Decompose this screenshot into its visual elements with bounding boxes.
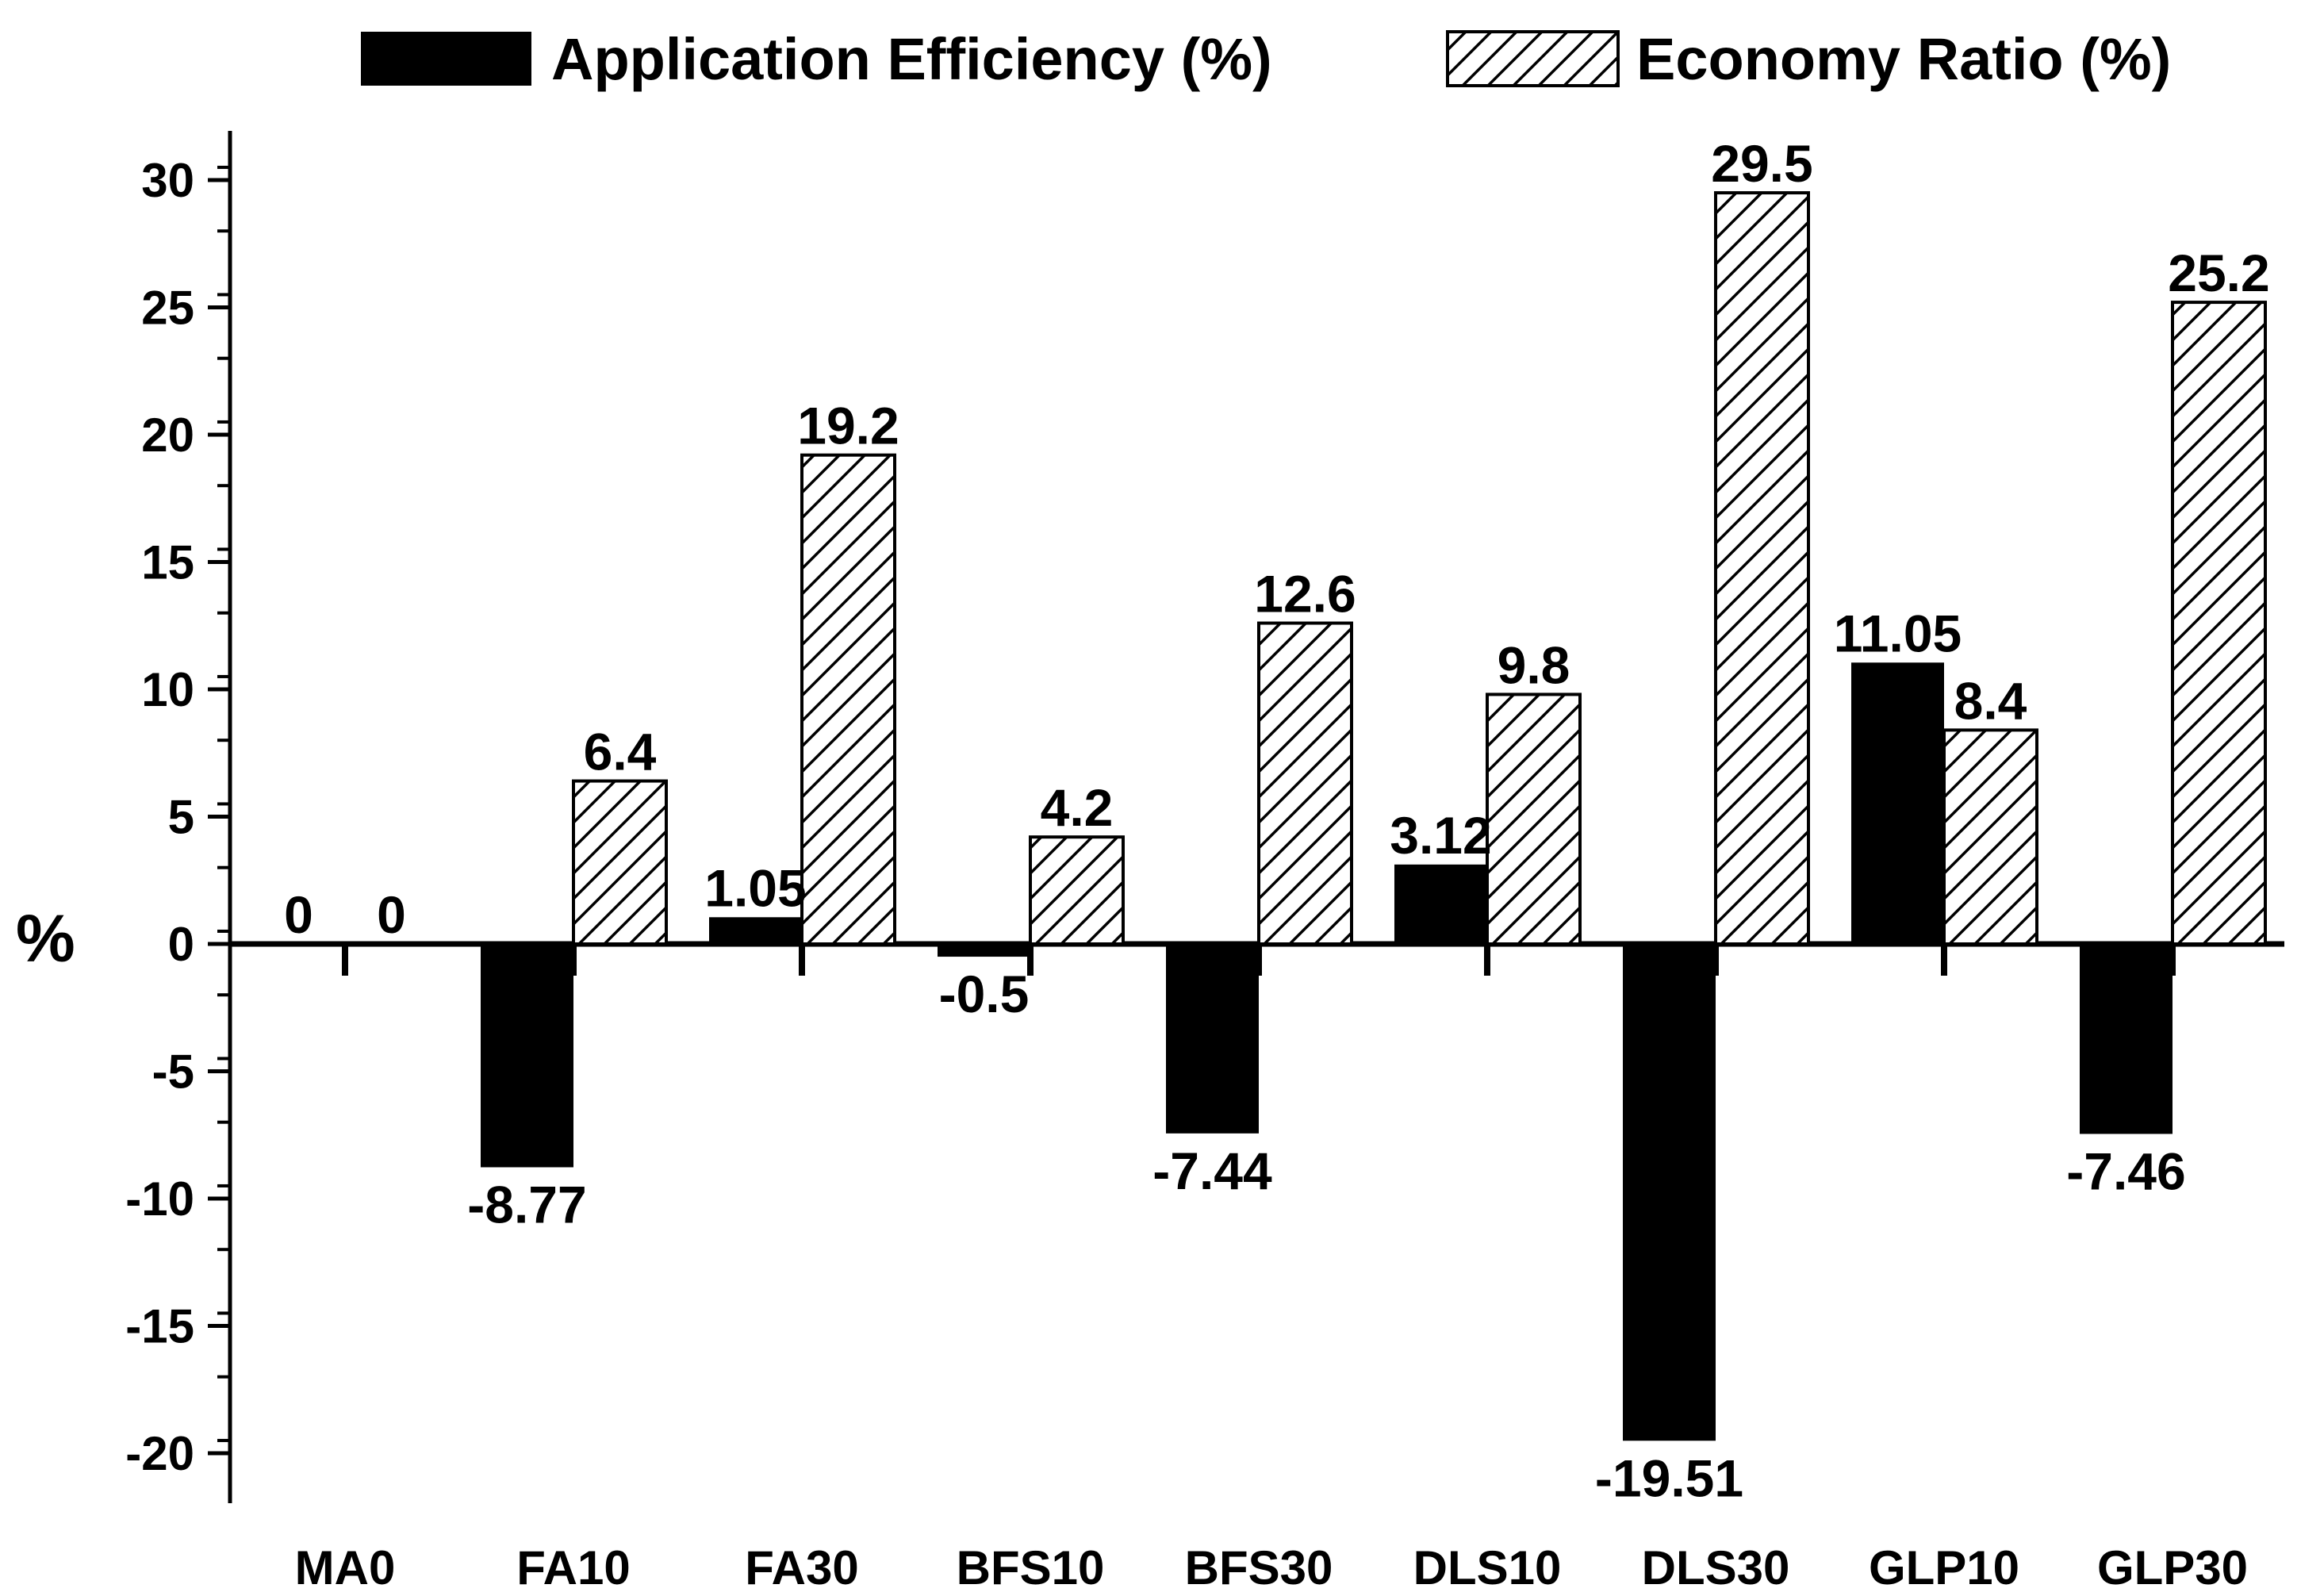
data-label-economy-ratio: 0 bbox=[377, 885, 406, 944]
y-tick-label: -20 bbox=[125, 1427, 194, 1480]
x-category-label: FA30 bbox=[745, 1541, 858, 1594]
data-label-application-efficiency: 0 bbox=[284, 885, 313, 944]
y-tick-label: 20 bbox=[141, 409, 194, 462]
bar-application-efficiency bbox=[1394, 864, 1487, 944]
bar-application-efficiency bbox=[1623, 944, 1716, 1441]
y-tick-label: 0 bbox=[168, 918, 194, 971]
y-tick-label: 15 bbox=[141, 536, 194, 589]
y-tick-label: 30 bbox=[141, 154, 194, 207]
bar-application-efficiency bbox=[481, 944, 573, 1168]
y-tick-label: 25 bbox=[141, 282, 194, 335]
bar-economy-ratio bbox=[800, 453, 896, 946]
x-category-label: BFS30 bbox=[1185, 1541, 1333, 1594]
y-axis-title: % bbox=[16, 901, 75, 976]
data-label-economy-ratio: 6.4 bbox=[584, 723, 657, 781]
bar-economy-ratio bbox=[1257, 621, 1353, 946]
legend-label-application-efficiency: Application Efficiency (%) bbox=[551, 26, 1272, 92]
data-label-economy-ratio: 4.2 bbox=[1041, 778, 1114, 837]
x-category-label: FA10 bbox=[516, 1541, 630, 1594]
y-tick-label: 5 bbox=[168, 791, 194, 844]
data-label-economy-ratio: 29.5 bbox=[1711, 134, 1812, 193]
data-labels: 0 0 -8.77 6.4 1.05 19.2 -0.5 4.2 -7.44 12.6 3.12 9.… bbox=[284, 134, 2270, 1507]
bars bbox=[481, 191, 2267, 1441]
bar-economy-ratio bbox=[2171, 301, 2267, 946]
data-label-application-efficiency: -8.77 bbox=[467, 1176, 586, 1234]
x-category-label: GLP30 bbox=[2097, 1541, 2248, 1594]
x-category-label: BFS10 bbox=[957, 1541, 1105, 1594]
legend-swatch-economy-ratio bbox=[1446, 30, 1620, 87]
x-category-label: GLP10 bbox=[1869, 1541, 2019, 1594]
bar-economy-ratio bbox=[1029, 835, 1125, 946]
x-category-label: MA0 bbox=[295, 1541, 396, 1594]
bar-economy-ratio bbox=[1942, 728, 2038, 946]
axes: 30 25 20 15 10 5 0 -5 -10 -15 -20 MA0 FA10 FA30 BFS10 B… bbox=[125, 131, 2284, 1594]
bar-application-efficiency bbox=[1851, 662, 1944, 944]
bar-application-efficiency bbox=[2080, 944, 2173, 1134]
y-tick-label: -15 bbox=[125, 1300, 194, 1353]
x-category-label: DLS30 bbox=[1642, 1541, 1790, 1594]
data-label-application-efficiency: 3.12 bbox=[1390, 806, 1491, 865]
data-label-application-efficiency: -19.51 bbox=[1595, 1448, 1743, 1507]
data-label-economy-ratio: 25.2 bbox=[2168, 244, 2269, 302]
data-label-application-efficiency: 1.05 bbox=[704, 858, 806, 917]
data-label-economy-ratio: 12.6 bbox=[1254, 565, 1356, 623]
bar-economy-ratio bbox=[1486, 692, 1582, 946]
data-label-application-efficiency: -0.5 bbox=[939, 965, 1030, 1023]
y-tick-label: -5 bbox=[152, 1045, 194, 1099]
data-label-economy-ratio: 8.4 bbox=[1954, 671, 2027, 730]
bar-application-efficiency bbox=[1166, 944, 1259, 1134]
x-category-label: DLS10 bbox=[1413, 1541, 1562, 1594]
y-tick-label: -10 bbox=[125, 1172, 194, 1226]
legend: Application Efficiency (%) Economy Ratio… bbox=[361, 26, 2171, 92]
bar-economy-ratio bbox=[1714, 191, 1810, 946]
data-label-application-efficiency: -7.46 bbox=[2066, 1141, 2185, 1200]
y-tick-label: 10 bbox=[141, 663, 194, 716]
data-label-economy-ratio: 19.2 bbox=[797, 397, 899, 455]
bar-application-efficiency bbox=[938, 944, 1030, 957]
data-label-application-efficiency: 11.05 bbox=[1834, 604, 1962, 662]
legend-label-economy-ratio: Economy Ratio (%) bbox=[1636, 26, 2171, 92]
bar-economy-ratio bbox=[572, 779, 668, 946]
legend-swatch-application-efficiency bbox=[361, 32, 531, 86]
data-label-application-efficiency: -7.44 bbox=[1152, 1141, 1272, 1200]
data-label-economy-ratio: 9.8 bbox=[1498, 635, 1570, 694]
bar-application-efficiency bbox=[709, 917, 802, 944]
